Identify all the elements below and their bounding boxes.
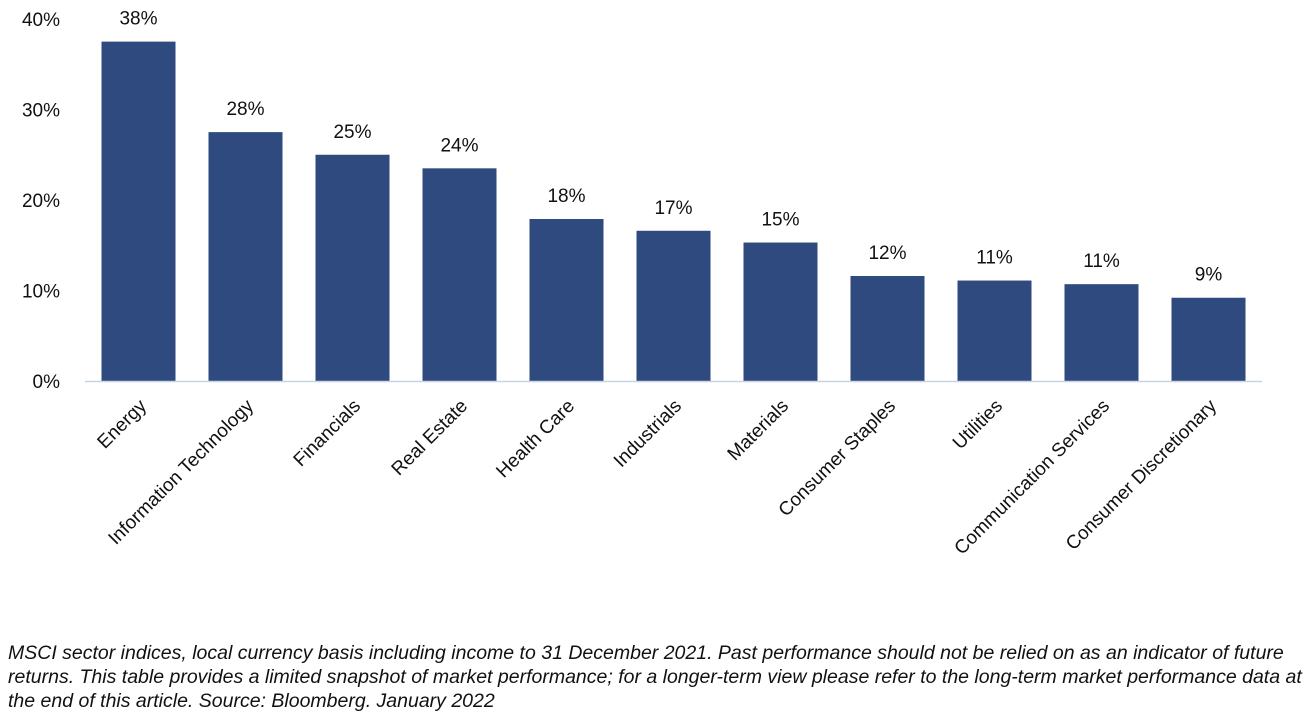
bar	[208, 132, 283, 381]
x-tick-label: Materials	[724, 396, 793, 465]
y-axis-tick-labels: 0% 10% 20% 30% 40%	[22, 10, 60, 393]
data-label: 11%	[1083, 251, 1120, 272]
x-tick-label: Utilities	[949, 396, 1007, 454]
data-label: 11%	[976, 248, 1013, 269]
data-label: 15%	[761, 210, 799, 231]
bar	[101, 41, 176, 381]
data-label: 28%	[226, 99, 264, 120]
x-tick-label: Industrials	[610, 396, 686, 472]
x-tick-label: Real Estate	[388, 396, 472, 480]
data-label: 24%	[440, 135, 478, 156]
data-label: 38%	[119, 9, 157, 30]
bar	[636, 230, 711, 381]
data-label: 18%	[547, 186, 585, 207]
bar	[1171, 297, 1246, 381]
bar	[957, 280, 1032, 381]
data-label: 9%	[1195, 265, 1223, 286]
bars	[101, 41, 1246, 381]
x-tick-label: Energy	[94, 395, 152, 453]
chart-footnote: MSCI sector indices, local currency basi…	[8, 642, 1302, 712]
data-label: 25%	[333, 122, 371, 143]
bar	[1064, 284, 1139, 381]
x-tick-label: Health Care	[492, 396, 579, 483]
bar	[315, 154, 390, 381]
bar	[529, 219, 604, 381]
data-labels: 38% 28% 25% 24% 18% 17% 15% 12% 11% 11% 9%	[119, 9, 1222, 286]
x-tick-label: Financials	[290, 396, 365, 471]
data-label: 12%	[868, 243, 906, 264]
sector-returns-bar-chart: 0% 10% 20% 30% 40% 38% 28% 25% 24% 18% 17% 15% 12% 1…	[22, 9, 1262, 559]
y-tick-label: 40%	[22, 10, 60, 31]
bar	[743, 242, 818, 381]
y-tick-label: 20%	[22, 191, 60, 212]
bar	[422, 168, 497, 381]
bar	[850, 276, 925, 381]
y-tick-label: 0%	[33, 372, 61, 393]
data-label: 17%	[654, 198, 692, 219]
y-tick-label: 30%	[22, 101, 60, 122]
x-tick-label: Consumer Staples	[775, 396, 900, 521]
y-tick-label: 10%	[22, 282, 60, 303]
